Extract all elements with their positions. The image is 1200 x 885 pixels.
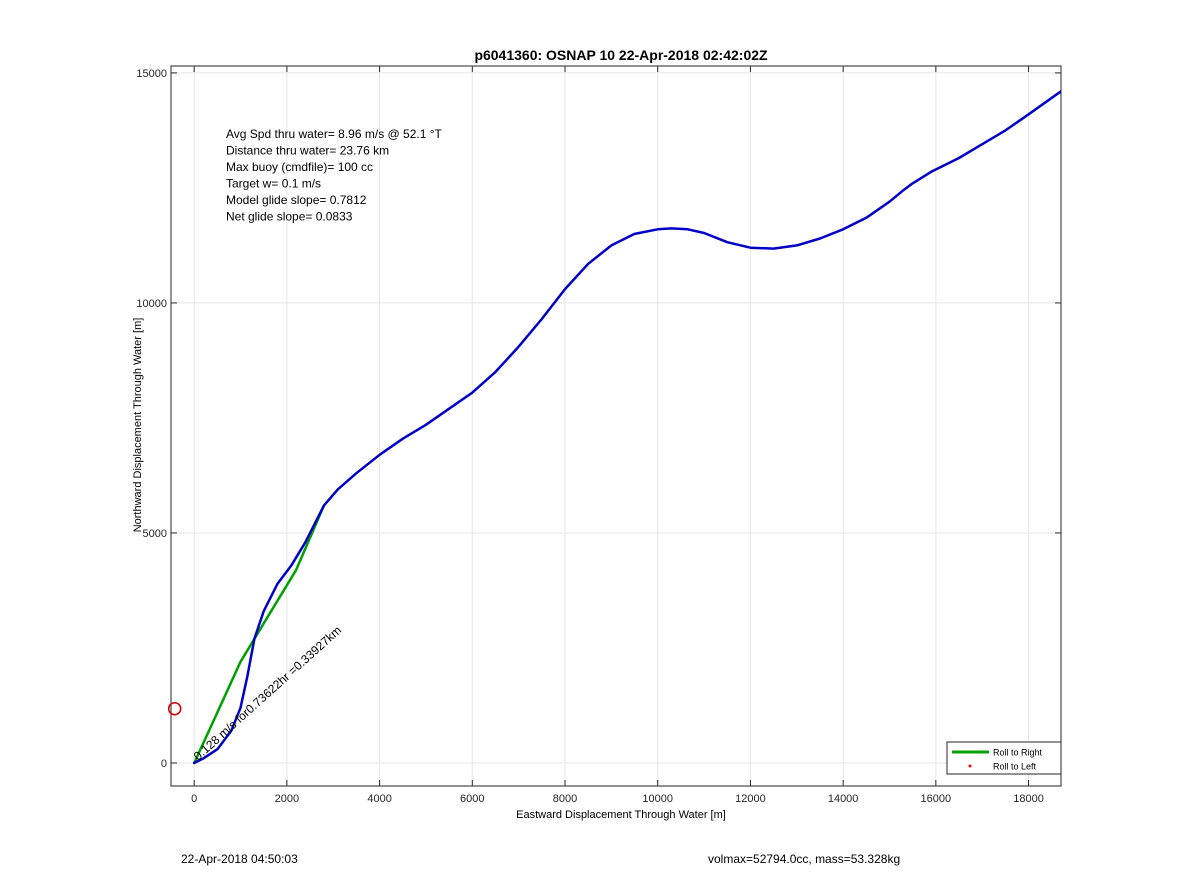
chart-title: p6041360: OSNAP 10 22-Apr-2018 02:42:02Z	[474, 47, 768, 63]
x-tick-label: 6000	[460, 793, 484, 805]
x-tick-label: 10000	[642, 793, 673, 805]
legend-label: Roll to Right	[993, 748, 1043, 758]
legend-box	[946, 741, 1062, 775]
y-tick-label: 10000	[136, 298, 167, 310]
annotation-line: Max buoy (cmdfile)= 100 cc	[226, 160, 373, 174]
series-lines	[192, 90, 1061, 765]
x-tick-label: 12000	[735, 793, 766, 805]
x-tick-label: 2000	[275, 793, 299, 805]
footer-timestamp: 22-Apr-2018 04:50:03	[181, 852, 298, 866]
marker-circle	[167, 701, 182, 716]
y-tick-label: 15000	[136, 68, 167, 80]
roll-right-line	[192, 504, 326, 765]
footer-volmax-mass: volmax=52794.0cc, mass=53.328kg	[708, 852, 901, 866]
plot-area	[170, 65, 1062, 787]
annotation-line: Net glide slope= 0.0833	[226, 210, 353, 224]
track-line	[192, 90, 1061, 765]
legend-label: Roll to Left	[993, 762, 1037, 772]
grid	[171, 66, 1061, 786]
annotation-line: Avg Spd thru water= 8.96 m/s @ 52.1 °T	[226, 127, 443, 141]
x-tick-label: 4000	[367, 793, 391, 805]
x-tick-label: 14000	[828, 793, 859, 805]
axis-ticks: 0 2000 4000 6000 8000 10000 12000 14000 16000 180…	[136, 66, 1061, 805]
annotation-line: Model glide slope= 0.7812	[226, 193, 367, 207]
legend: Roll to Right Roll to Left	[946, 741, 1062, 775]
annotation-line: Distance thru water= 23.76 km	[226, 144, 389, 158]
annotation-line: Target w= 0.1 m/s	[226, 177, 321, 191]
y-axis-label: Northward Displacement Through Water [m]	[132, 318, 144, 533]
x-tick-label: 0	[191, 793, 197, 805]
y-tick-label: 0	[161, 758, 167, 770]
stats-annotations: Avg Spd thru water= 8.96 m/s @ 52.1 °T Di…	[226, 127, 443, 224]
y-tick-label: 5000	[143, 528, 167, 540]
x-tick-label: 8000	[553, 793, 577, 805]
x-axis-label: Eastward Displacement Through Water [m]	[516, 809, 726, 821]
x-tick-label: 18000	[1013, 793, 1044, 805]
legend-swatch-dot	[968, 764, 972, 768]
x-tick-label: 16000	[921, 793, 952, 805]
